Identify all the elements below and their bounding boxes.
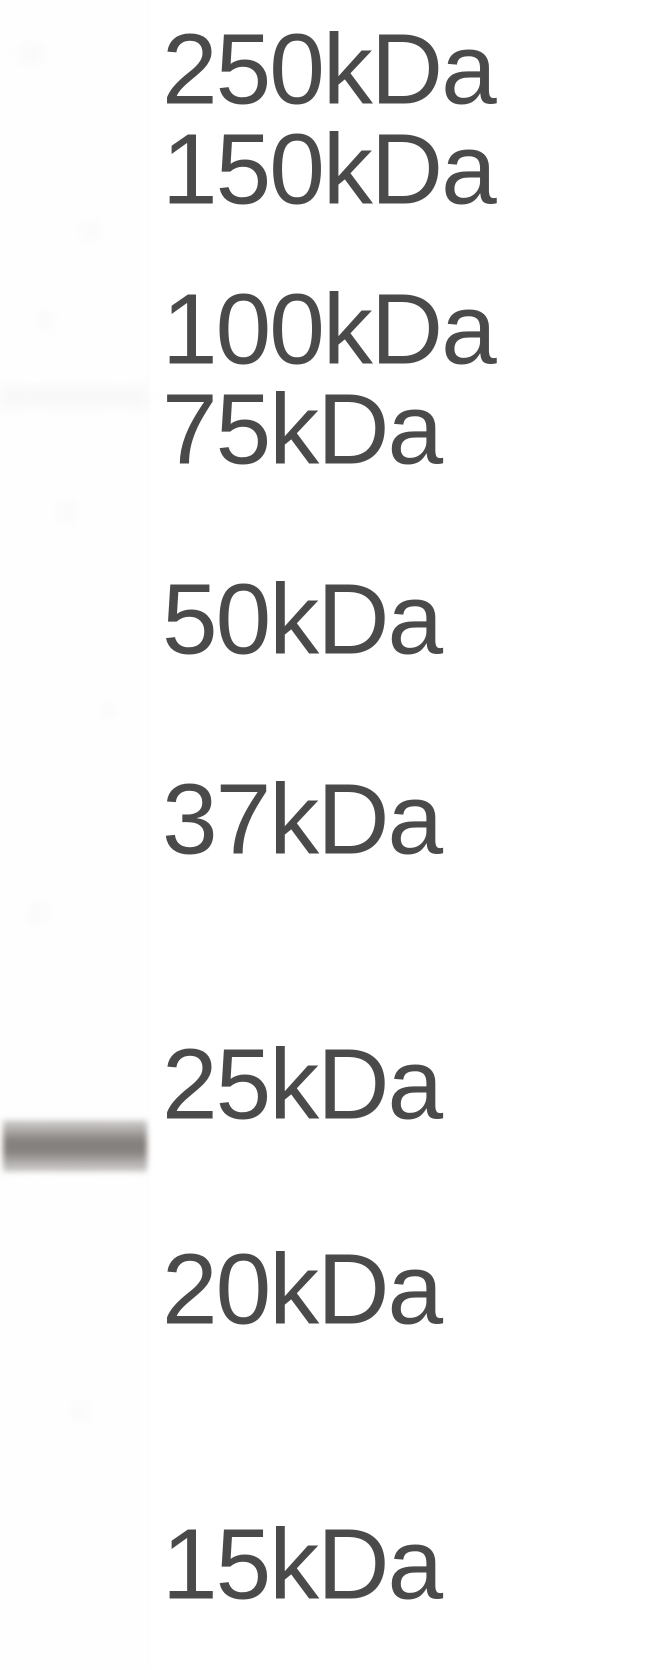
lane-noise-spot — [25, 900, 51, 926]
main-band — [3, 1120, 147, 1172]
gel-lane — [0, 0, 150, 1670]
lane-noise-spot — [55, 500, 79, 524]
lane-noise-spot — [80, 220, 102, 242]
gel-lane-background — [0, 0, 150, 1670]
lane-noise-spot — [100, 700, 118, 718]
marker-label: 50kDa — [162, 563, 441, 678]
lane-noise-spot — [35, 310, 55, 330]
marker-label: 15kDa — [162, 1508, 441, 1623]
marker-label: 25kDa — [162, 1028, 441, 1143]
marker-label: 20kDa — [162, 1233, 441, 1348]
marker-label: 37kDa — [162, 763, 441, 878]
lane-noise-spot — [18, 40, 46, 68]
marker-label: 150kDa — [162, 113, 495, 228]
marker-label: 250kDa — [162, 13, 495, 128]
lane-noise-spot — [70, 1400, 92, 1422]
marker-label: 75kDa — [162, 373, 441, 488]
marker-label: 100kDa — [162, 273, 495, 388]
faint-band-upper — [3, 385, 147, 410]
blot-container: 250kDa150kDa 100kDa75kDa 50kDa 37kDa 25kDa 20… — [0, 0, 650, 1670]
